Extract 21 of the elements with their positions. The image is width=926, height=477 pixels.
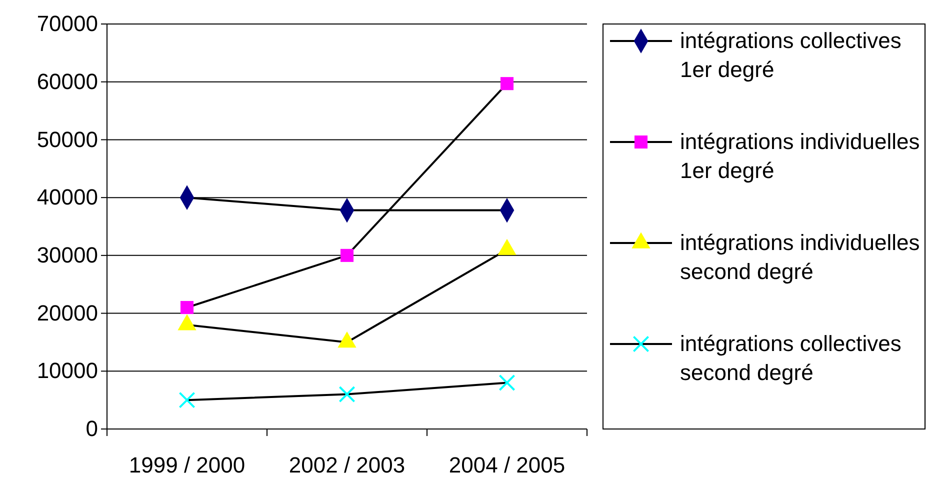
y-tick-label: 20000 (36, 300, 98, 326)
point (500, 77, 514, 90)
x-tick-label: 2004 / 2005 (448, 452, 566, 477)
point (498, 374, 516, 391)
y-tick-label: 30000 (36, 242, 98, 268)
legend-label: intégrations individuelles second degré (680, 230, 920, 284)
y-tick-label: 0 (86, 416, 98, 442)
legend-label: intégrations individuelles 1er degré (680, 129, 920, 183)
y-tick-label: 70000 (36, 11, 98, 36)
legend-label: intégrations collectives second degré (680, 331, 902, 385)
x-tick-label: 1999 / 2000 (128, 452, 246, 477)
point (340, 248, 354, 262)
legend-label: intégrations collectives 1er degré (680, 28, 902, 82)
point (178, 392, 196, 408)
y-tick-label: 60000 (36, 68, 98, 94)
point (180, 300, 194, 314)
y-tick-label: 10000 (36, 358, 98, 384)
y-tick-label: 50000 (36, 126, 98, 152)
x-tick-label: 2002 / 2003 (288, 452, 406, 477)
point (338, 386, 356, 403)
y-tick-label: 40000 (36, 184, 98, 210)
